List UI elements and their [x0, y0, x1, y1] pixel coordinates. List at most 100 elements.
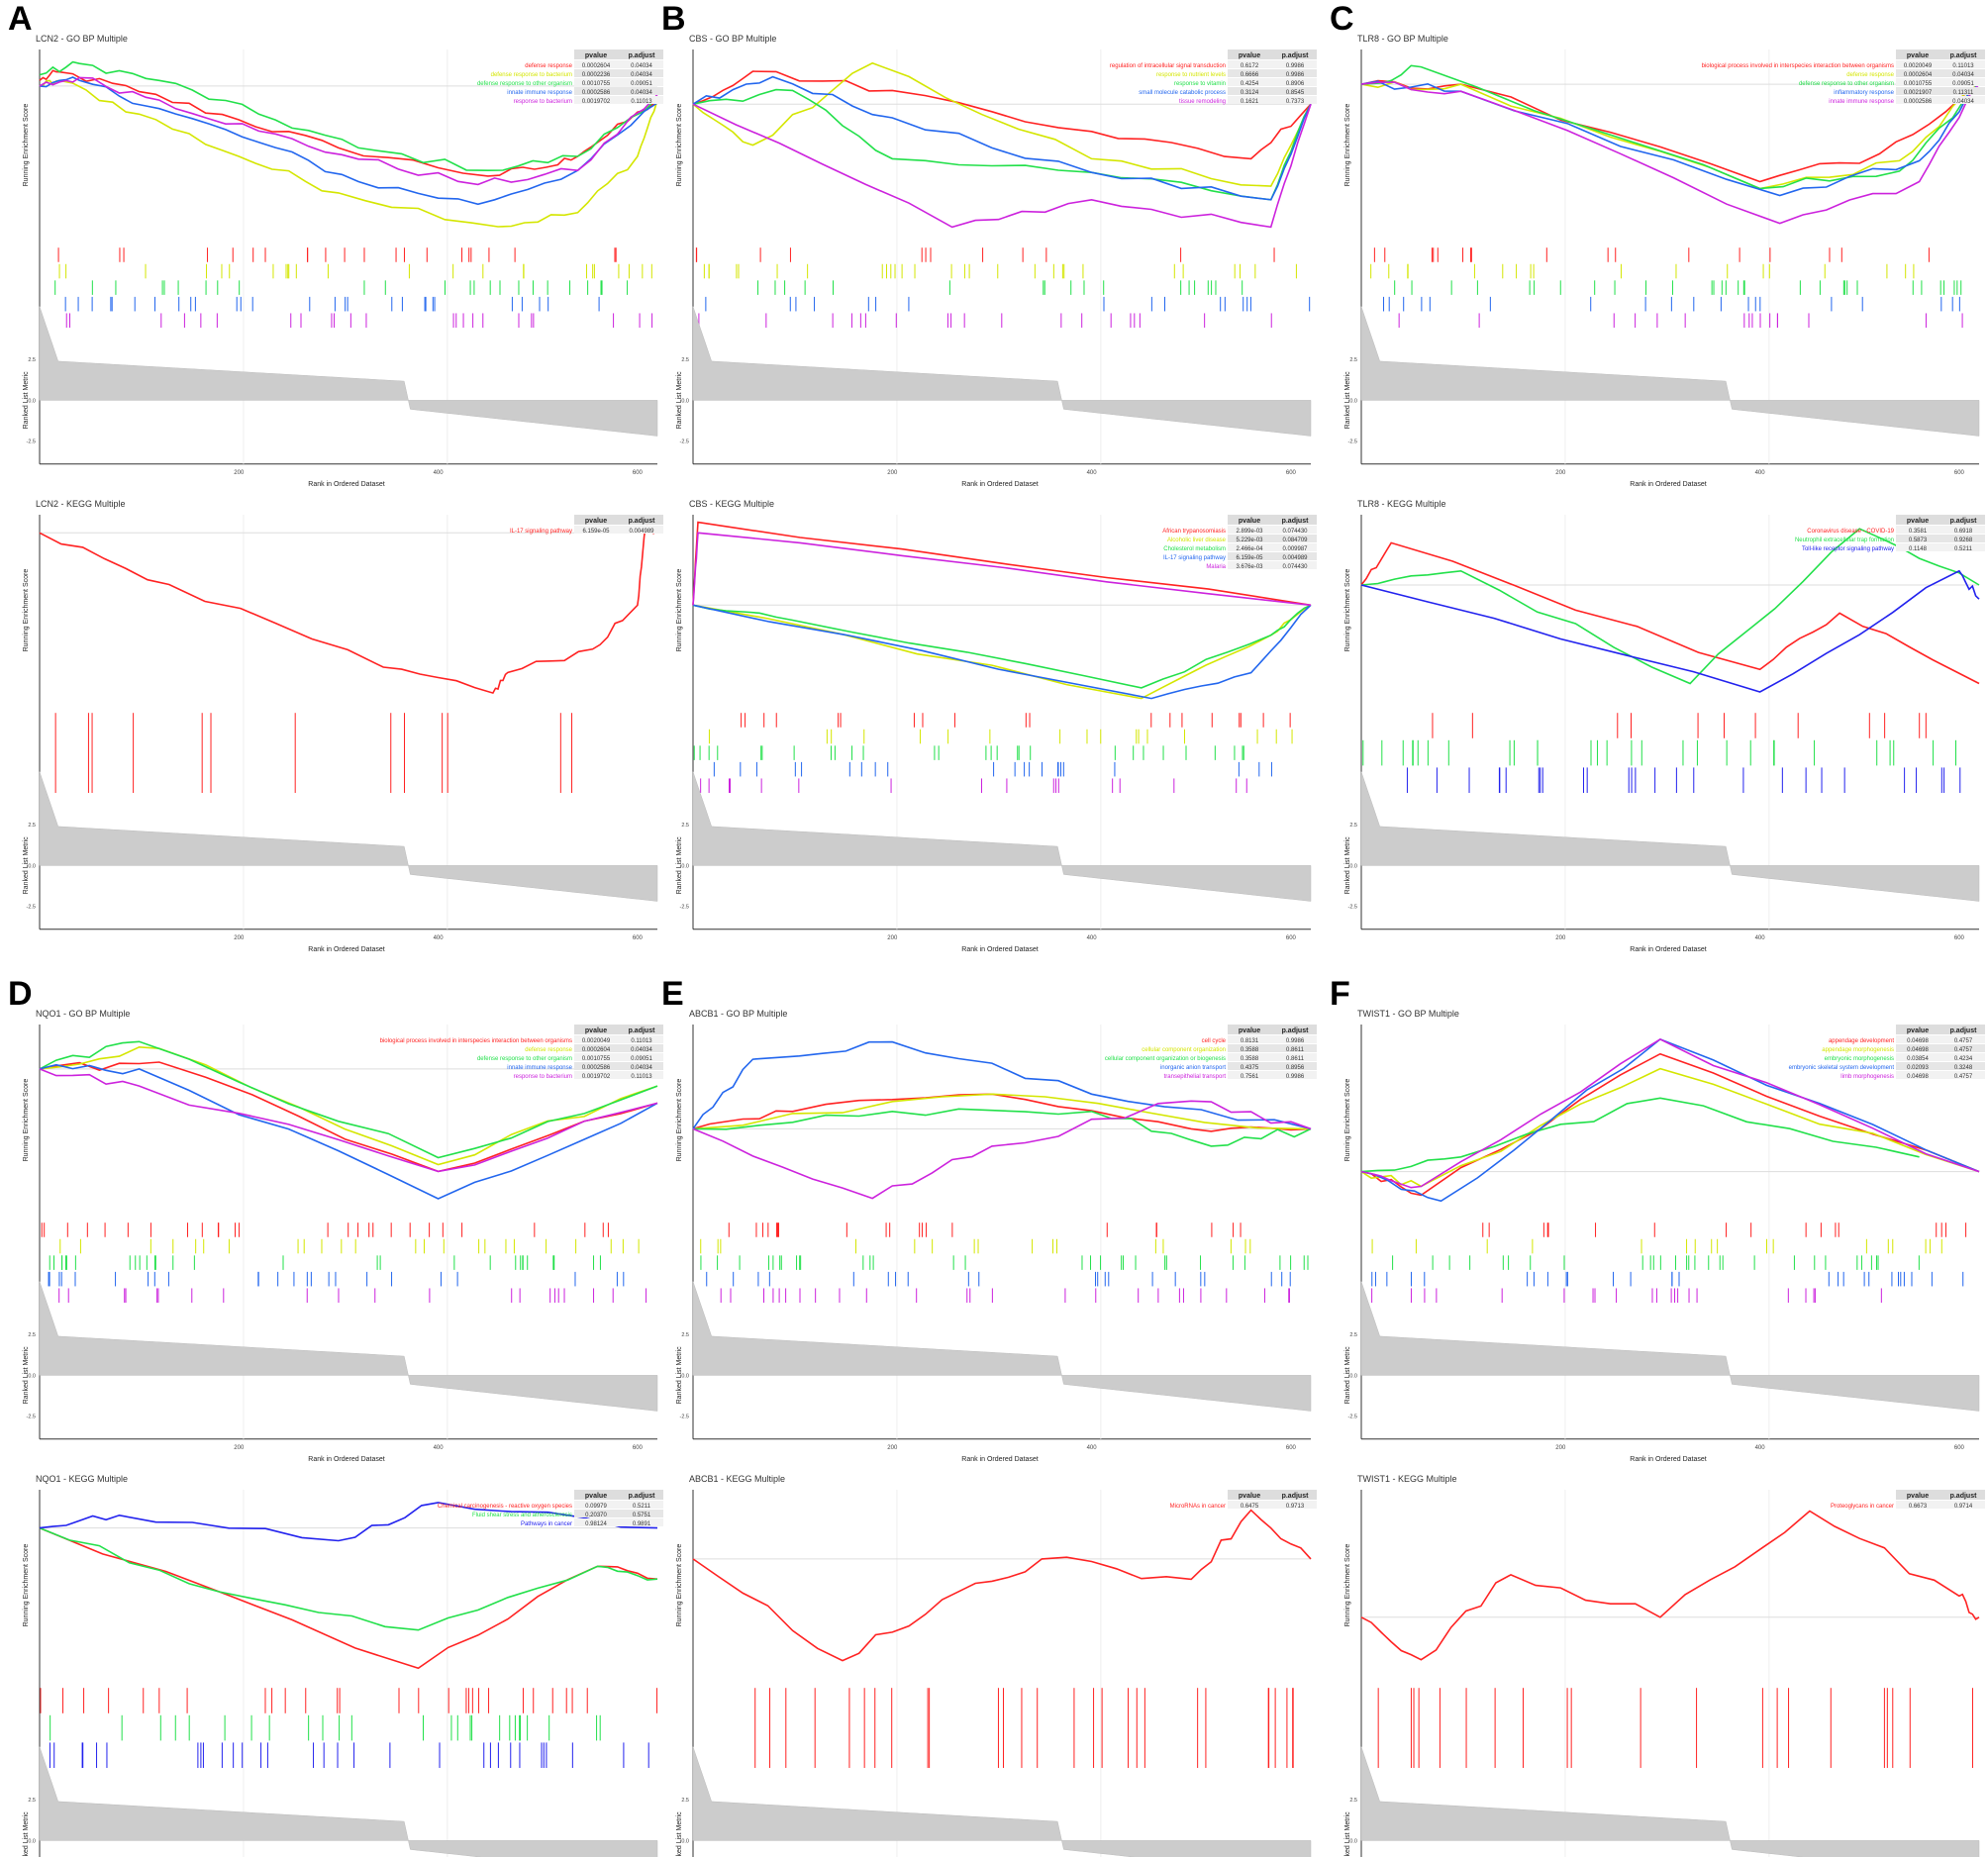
- legend-row-bg: [1228, 87, 1317, 95]
- es-curve: [39, 76, 658, 206]
- legend-term: response to vitamin: [1174, 81, 1226, 87]
- es-axis-label: Running Enrichment Score: [1344, 1079, 1351, 1162]
- legend-term: Cholesterol metabolism: [1163, 546, 1226, 552]
- legend-row-bg: [574, 96, 663, 104]
- panel-letter: E: [661, 975, 684, 1013]
- legend-row-bg: [574, 1071, 663, 1079]
- es-curve: [39, 1061, 658, 1173]
- es-curve: [692, 103, 1312, 229]
- legend-term: defense response to bacterium: [491, 72, 572, 78]
- legend-pvalue: 0.0010755: [582, 81, 611, 87]
- legend-header-padj: p.adjust: [629, 52, 656, 59]
- es-curve: [1360, 1067, 1980, 1188]
- es-axis-label: Running Enrichment Score: [1344, 104, 1351, 187]
- legend-term: Chemical carcinogenesis - reactive oxyge…: [438, 1504, 572, 1510]
- legend-row-bg: [1896, 526, 1985, 534]
- legend-row-bg: [574, 1053, 663, 1061]
- metric-tick-label: 0.0: [1349, 863, 1357, 869]
- legend-pvalue: 0.3588: [1241, 1056, 1259, 1062]
- metric-area: [1360, 771, 1980, 902]
- es-curve: [692, 75, 1312, 201]
- es-axis-label: Running Enrichment Score: [676, 1079, 683, 1162]
- gsea-plot: TLR8 - KEGG Multiple Running Enrichment S…: [1344, 499, 1985, 953]
- metric-tick-label: 2.5: [681, 823, 689, 829]
- legend-row-bg: [1896, 1501, 1985, 1509]
- x-tick-label: 200: [234, 1445, 245, 1451]
- metric-axis-label: Ranked List Metric: [676, 1346, 683, 1404]
- legend-term: defense response to other organism: [1799, 81, 1894, 87]
- x-tick-label: 600: [633, 470, 644, 476]
- legend-header-bg: [574, 515, 663, 525]
- legend-row-bg: [1228, 552, 1317, 560]
- legend-table: pvalue p.adjust Coronavirus disease - COVI…: [1795, 515, 1985, 552]
- metric-tick-label: 2.5: [28, 357, 36, 363]
- legend-row-bg: [1228, 535, 1317, 542]
- es-curve: [692, 532, 1312, 607]
- gsea-plot: TLR8 - GO BP Multiple Running Enrichment …: [1344, 34, 1985, 488]
- legend-padj: 0.4757: [1954, 1038, 1973, 1044]
- x-tick-label: 400: [1755, 935, 1766, 941]
- legend-pvalue: 0.0002586: [582, 90, 611, 96]
- x-tick-label: 400: [1087, 1445, 1098, 1451]
- legend-pvalue: 0.6172: [1241, 63, 1259, 69]
- metric-tick-label: 0.0: [28, 1838, 36, 1844]
- metric-tick-label: 2.5: [28, 1798, 36, 1804]
- metric-area: [39, 306, 658, 437]
- x-tick-label: 200: [234, 470, 245, 476]
- legend-pvalue: 0.02093: [1907, 1065, 1929, 1071]
- legend-header-bg: [1228, 515, 1317, 525]
- legend-padj: 0.04034: [631, 63, 652, 69]
- legend-header-padj: p.adjust: [1282, 52, 1310, 59]
- legend-term: tissue remodeling: [1179, 99, 1226, 105]
- legend-table: pvalue p.adjust regulation of intracellula…: [1110, 49, 1317, 105]
- legend-header-bg: [1896, 515, 1985, 525]
- metric-tick-label: 2.5: [1349, 357, 1357, 363]
- legend-header-pvalue: pvalue: [1239, 52, 1260, 59]
- es-curve: [39, 1063, 658, 1200]
- metric-tick-label: 2.5: [1349, 823, 1357, 829]
- legend-term: Alcoholic liver disease: [1167, 538, 1227, 543]
- metric-area: [1360, 1746, 1980, 1857]
- legend-pvalue: 0.0002586: [1904, 99, 1933, 105]
- legend-pvalue: 0.6666: [1241, 72, 1259, 78]
- legend-pvalue: 0.0002604: [582, 1047, 611, 1053]
- es-axis-label: Running Enrichment Score: [676, 569, 683, 652]
- legend-padj: 0.9986: [1286, 1074, 1305, 1080]
- x-tick-label: 600: [1286, 470, 1297, 476]
- metric-axis-label: Ranked List Metric: [23, 1811, 30, 1857]
- es-axis-label: Running Enrichment Score: [1344, 1544, 1351, 1627]
- legend-pvalue: 5.229e-03: [1236, 538, 1263, 543]
- legend-pvalue: 0.5873: [1909, 538, 1928, 543]
- legend-header-padj: p.adjust: [629, 1493, 656, 1500]
- legend-term: Neutrophil extracellular trap formation: [1795, 538, 1894, 543]
- legend-row-bg: [574, 1035, 663, 1043]
- legend-term: embryonic morphogenesis: [1825, 1056, 1894, 1062]
- x-tick-label: 600: [1954, 470, 1965, 476]
- legend-padj: 0.084709: [1282, 538, 1308, 543]
- legend-term: defense response: [525, 1047, 572, 1053]
- legend-header-bg: [1228, 1025, 1317, 1034]
- legend-header-bg: [1896, 1490, 1985, 1500]
- legend-row-bg: [1228, 1044, 1317, 1052]
- legend-padj: 0.004989: [1282, 555, 1308, 561]
- metric-tick-label: 0.0: [1349, 1838, 1357, 1844]
- es-axis-label: Running Enrichment Score: [676, 104, 683, 187]
- gsea-plot: ABCB1 - KEGG Multiple Running Enrichment …: [676, 1474, 1317, 1857]
- legend-padj: 0.009987: [1282, 546, 1308, 552]
- legend-padj: 0.4234: [1954, 1056, 1973, 1062]
- gsea-plot: LCN2 - GO BP Multiple Running Enrichment …: [23, 34, 663, 488]
- legend-row-bg: [1896, 1044, 1985, 1052]
- es-axis-label: Running Enrichment Score: [676, 1544, 683, 1627]
- x-tick-label: 400: [434, 1445, 445, 1451]
- es-curve: [692, 70, 1312, 160]
- legend-header-pvalue: pvalue: [1907, 1493, 1929, 1500]
- metric-area: [1360, 306, 1980, 437]
- metric-area: [1360, 1281, 1980, 1412]
- legend-row-bg: [574, 526, 663, 534]
- legend-padj: 0.11311: [1953, 90, 1974, 96]
- es-curve: [39, 79, 658, 228]
- x-tick-label: 600: [633, 935, 644, 941]
- metric-tick-label: 2.5: [28, 1332, 36, 1338]
- metric-tick-label: 2.5: [681, 1798, 689, 1804]
- metric-tick-label: 0.0: [681, 863, 689, 869]
